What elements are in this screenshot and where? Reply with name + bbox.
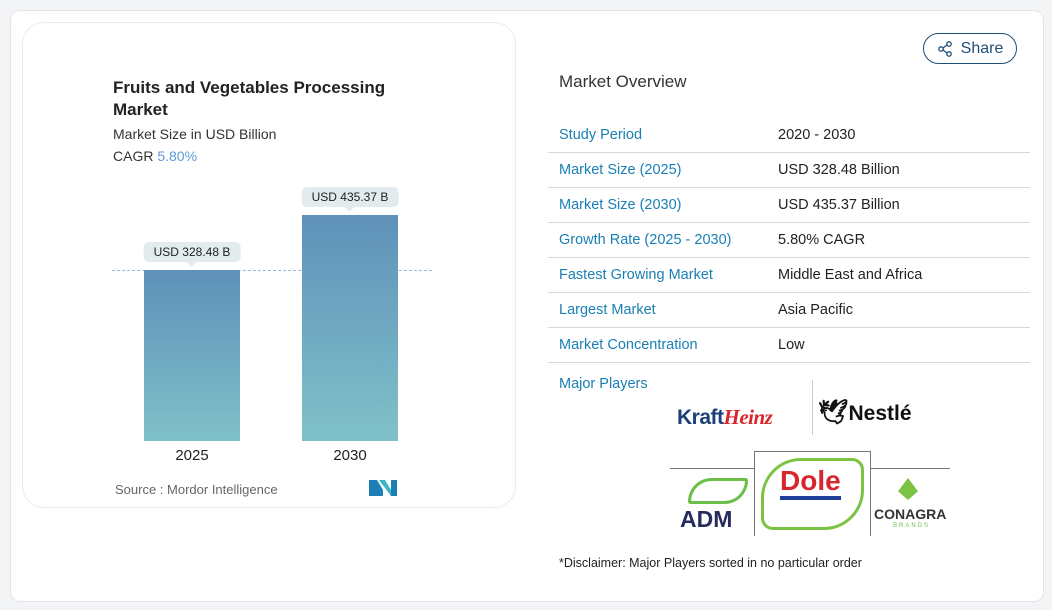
overview-value: 5.80% CAGR — [767, 222, 1030, 258]
data-label: USD 435.37 B — [301, 187, 399, 212]
overview-value: Low — [767, 327, 1030, 363]
overview-value: Asia Pacific — [767, 292, 1030, 328]
overview-value: USD 328.48 Billion — [767, 152, 1030, 188]
disclaimer: *Disclaimer: Major Players sorted in no … — [559, 556, 862, 570]
x-tick-label: 2025 — [175, 447, 209, 464]
overview-row: Growth Rate (2025 - 2030) 5.80% CAGR — [548, 222, 1030, 258]
overview-key: Market Size (2030) — [548, 187, 767, 223]
overview-value: Middle East and Africa — [767, 257, 1030, 293]
share-icon — [937, 40, 952, 57]
cagr-label: CAGR — [113, 148, 154, 164]
dole-logo: Dole — [780, 466, 841, 500]
source-text: Source : Mordor Intelligence — [115, 482, 278, 497]
chart-cagr: CAGR 5.80% — [113, 148, 197, 164]
x-tick-label: 2030 — [333, 447, 367, 464]
overview-key: Fastest Growing Market — [548, 257, 767, 293]
dole-leaf — [761, 458, 864, 530]
kraftheinz-logo: KraftHeinz — [677, 405, 773, 429]
overview-key: Market Concentration — [548, 327, 767, 363]
overview-table: Study Period 2020 - 2030 Market Size (2025… — [548, 118, 1030, 363]
overview-heading: Market Overview — [559, 72, 687, 91]
overview-row: Study Period 2020 - 2030 — [548, 118, 1030, 153]
chart-subtitle: Market Size in USD Billion — [113, 126, 277, 142]
bar-2030 — [302, 215, 398, 441]
nestle-logo: 🕊Nestlé — [818, 399, 912, 426]
share-label: Share — [960, 39, 1004, 57]
bar-2025 — [144, 270, 240, 441]
overview-row: Market Size (2030) USD 435.37 Billion — [548, 187, 1030, 223]
overview-row: Fastest Growing Market Middle East and Af… — [548, 257, 1030, 293]
overview-value: 2020 - 2030 — [767, 118, 1030, 153]
adm-logo: ADM — [680, 506, 733, 532]
cagr-value: 5.80% — [157, 148, 198, 164]
conagra-logo: CONAGRA — [874, 506, 947, 522]
reference-line — [112, 270, 432, 271]
overview-value: USD 435.37 Billion — [767, 187, 1030, 223]
overview-row: Market Size (2025) USD 328.48 Billion — [548, 152, 1030, 188]
overview-row: Market Concentration Low — [548, 327, 1030, 363]
overview-key: Largest Market — [548, 292, 767, 328]
mordor-logo-icon — [369, 480, 397, 496]
major-players-label: Major Players — [559, 376, 648, 392]
share-button[interactable]: Share — [923, 33, 1017, 64]
chart-title: Fruits and Vegetables Processing Market — [113, 78, 386, 119]
data-label: USD 328.48 B — [143, 242, 241, 268]
chart-card — [22, 22, 516, 508]
overview-row: Largest Market Asia Pacific — [548, 292, 1030, 328]
conagra-brands: BRANDS — [893, 523, 931, 529]
overview-key: Study Period — [548, 118, 767, 153]
overview-key: Growth Rate (2025 - 2030) — [548, 222, 767, 258]
overview-key: Market Size (2025) — [548, 152, 767, 188]
